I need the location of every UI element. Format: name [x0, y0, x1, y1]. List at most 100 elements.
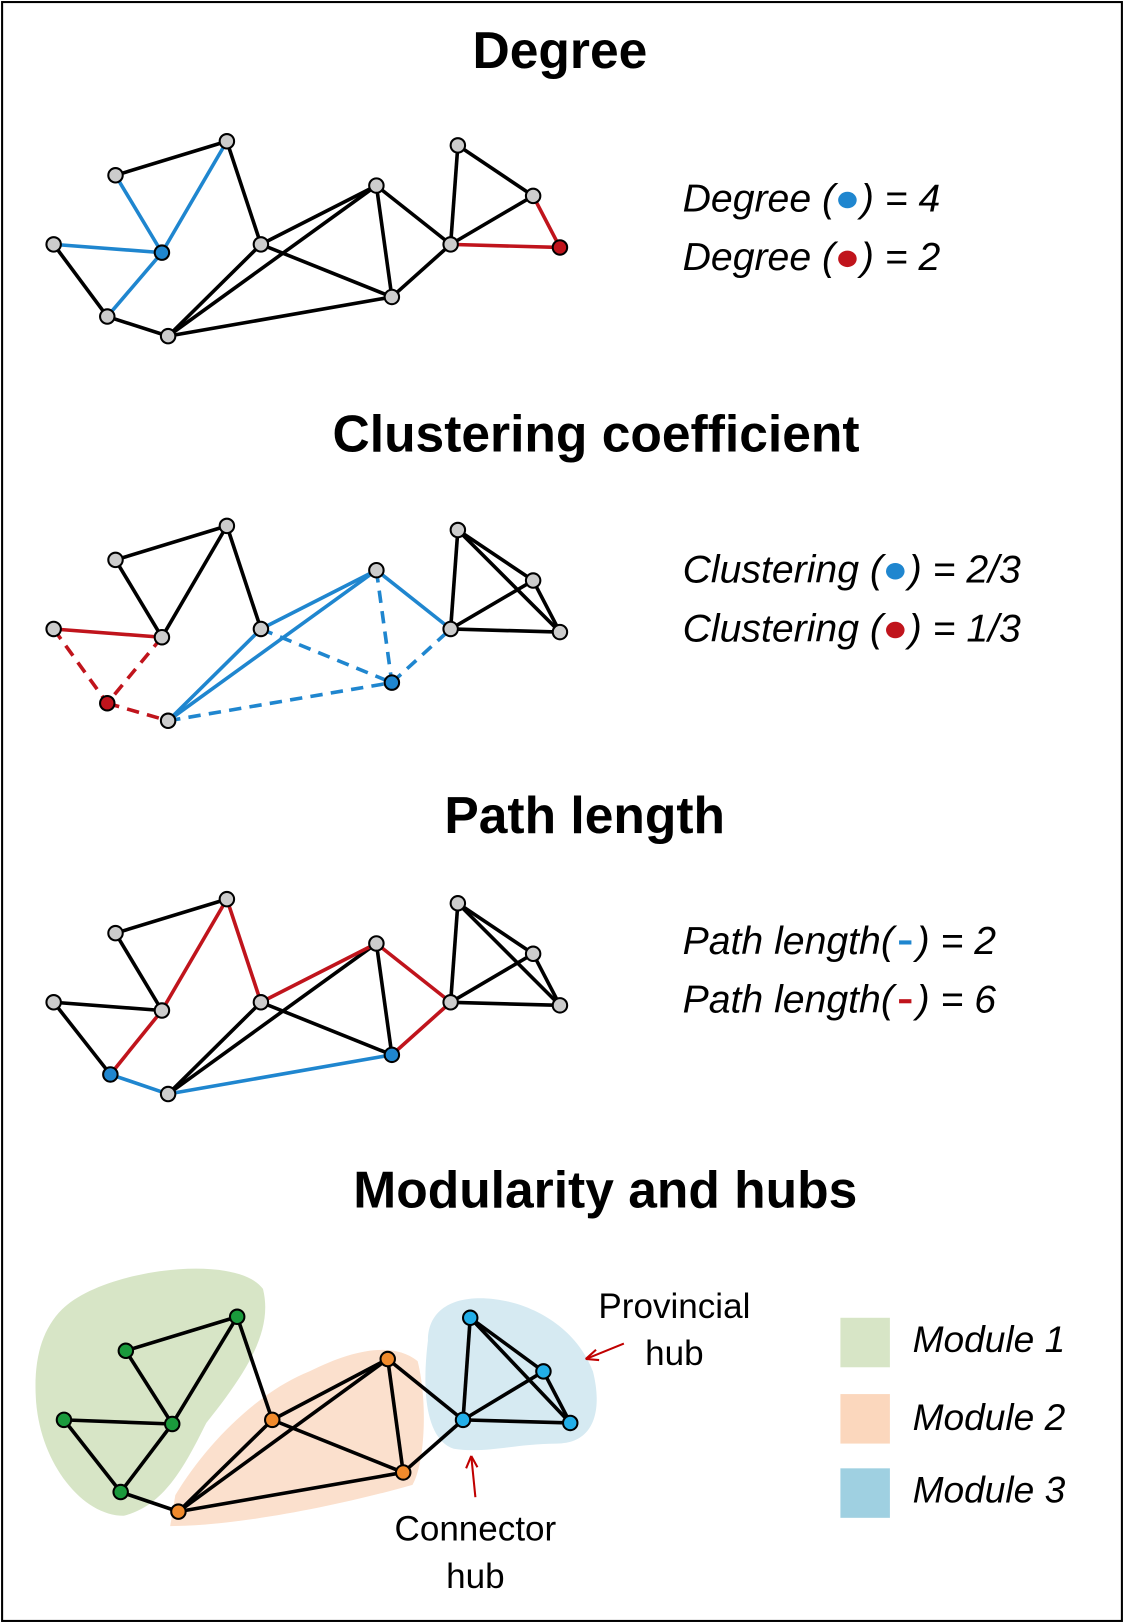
node [394, 1464, 412, 1481]
equation-suffix: ) = 2 [913, 920, 997, 963]
node [442, 620, 459, 638]
edge [456, 901, 535, 956]
edge [167, 568, 378, 723]
edge [402, 1418, 465, 1474]
node [153, 628, 171, 646]
node-symbol [886, 621, 905, 639]
edge [260, 242, 393, 299]
edge [170, 1315, 239, 1425]
annotation: Provincial [598, 1287, 750, 1326]
edge [468, 1316, 572, 1425]
annotation: hub [446, 1557, 504, 1596]
node [170, 1503, 187, 1520]
annotation: Connector [395, 1510, 557, 1549]
edge [260, 568, 378, 631]
node [218, 133, 236, 150]
edge [260, 1000, 393, 1057]
node [264, 1411, 281, 1429]
equation-suffix: ) = 2/3 [905, 549, 1021, 592]
edge [62, 1418, 123, 1494]
legend-label: Module 1 [913, 1318, 1066, 1360]
node [159, 327, 177, 345]
edge [390, 627, 452, 684]
node [112, 1483, 129, 1501]
edge [449, 578, 535, 631]
equation-prefix: Path length( [683, 920, 898, 963]
node [163, 1415, 181, 1433]
module-2-area [170, 1349, 424, 1527]
edge [106, 314, 169, 338]
node [551, 623, 569, 641]
edge [114, 897, 228, 935]
edge [124, 1349, 174, 1425]
edge [160, 898, 229, 1012]
edge [271, 1357, 389, 1422]
edge [531, 195, 562, 249]
edge [167, 295, 393, 338]
arrow [585, 1342, 625, 1360]
legend-label: Module 2 [913, 1396, 1066, 1438]
node [379, 1350, 396, 1368]
edge [448, 903, 460, 1003]
node [383, 674, 401, 691]
edge [375, 184, 452, 246]
node [524, 945, 542, 963]
edge [375, 942, 452, 1004]
node [45, 994, 62, 1011]
edge [462, 1418, 571, 1425]
edge [109, 1072, 169, 1096]
node [252, 994, 270, 1011]
edge [108, 1009, 164, 1076]
edge [385, 1358, 405, 1473]
node [228, 1308, 246, 1326]
edge [456, 528, 535, 583]
node [55, 1411, 73, 1429]
edge [167, 1053, 393, 1096]
edge [177, 1357, 389, 1514]
equation-suffix: ) = 1/3 [905, 607, 1021, 650]
edge [113, 932, 164, 1012]
edge [166, 1000, 263, 1096]
node [551, 997, 569, 1014]
node [107, 924, 124, 942]
edge [374, 185, 394, 298]
edge [113, 174, 164, 254]
edge [449, 194, 535, 246]
section-title: Path length [444, 786, 725, 844]
node [252, 236, 270, 253]
edge [120, 1490, 179, 1514]
node [368, 561, 385, 579]
equation-prefix: Clustering ( [683, 607, 887, 650]
node [535, 1363, 552, 1380]
arrow [470, 1455, 477, 1498]
node [449, 521, 467, 539]
equation-prefix: Degree ( [683, 236, 839, 279]
legend-swatch [840, 1317, 890, 1368]
edge [105, 636, 164, 705]
node [153, 1002, 171, 1019]
edge [52, 1001, 112, 1076]
equation-suffix: ) = 4 [857, 177, 940, 220]
edge [53, 627, 163, 640]
edge [374, 569, 394, 683]
edge [390, 243, 452, 299]
equation-suffix: ) = 6 [913, 979, 997, 1022]
node [442, 994, 459, 1011]
node [218, 890, 236, 908]
edge [177, 1418, 274, 1513]
node [153, 244, 171, 261]
edge [260, 627, 393, 685]
edge [450, 1000, 560, 1008]
edge [166, 627, 263, 723]
node [252, 620, 270, 638]
node [551, 239, 569, 256]
edge [125, 1315, 238, 1353]
equation-prefix: Degree ( [683, 177, 839, 220]
arrow-head [585, 1348, 600, 1362]
edge [235, 1316, 274, 1421]
node [117, 1342, 135, 1360]
equation-prefix: Path length( [683, 979, 898, 1022]
node [383, 288, 401, 306]
node [524, 572, 542, 589]
